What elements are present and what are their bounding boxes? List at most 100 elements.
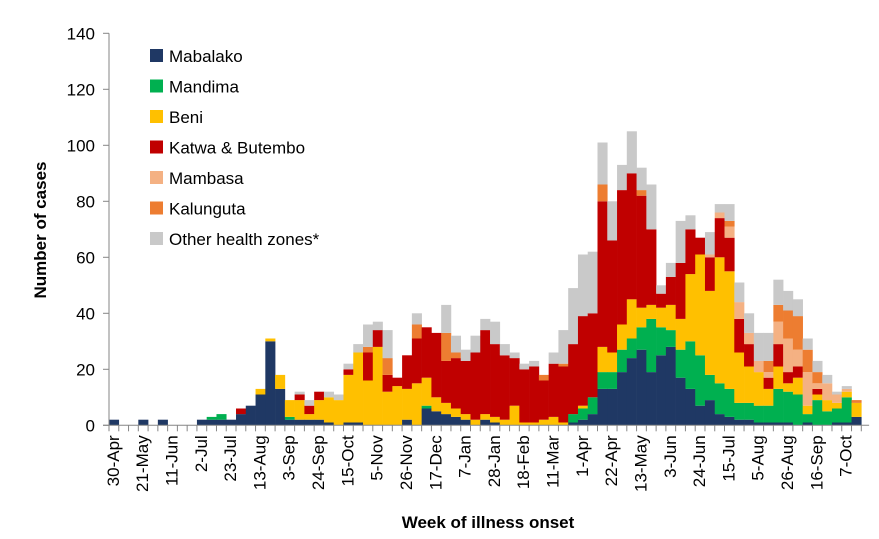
x-tick-label: 22-Apr — [602, 435, 621, 486]
x-tick-label: 3-Sep — [280, 435, 299, 480]
bar-segment-kalunguta-week-70 — [792, 316, 803, 350]
bar-segment-kalunguta-week-28 — [382, 358, 393, 375]
legend-label: Katwa & Butembo — [169, 139, 305, 158]
bar-segment-mandima-week-18 — [284, 416, 295, 420]
bar-segment-beni-week-28 — [382, 391, 393, 426]
bar-segment-katwa-butembo-week-55 — [646, 229, 657, 305]
bar-segment-kalunguta-week-31 — [411, 324, 422, 339]
bar-segment-mabalako-week-20 — [304, 419, 315, 426]
x-tick-label: 5-Aug — [749, 435, 768, 480]
bar-segment-beni-week-55 — [646, 304, 657, 319]
bar-segment-katwa-butembo-week-63 — [724, 237, 735, 272]
bar-segment-mambasa-week-74 — [831, 394, 843, 403]
x-axis-title: Week of illness onset — [402, 513, 575, 532]
legend-label: Other health zones* — [169, 230, 320, 249]
bar-segment-mabalako-week-10 — [206, 419, 217, 426]
bar-segment-mabalako-week-68 — [773, 422, 784, 426]
bar-segment-beni-week-34 — [441, 402, 452, 415]
y-tick-label: 100 — [67, 136, 95, 155]
bar-segment-katwa-butembo-week-68 — [773, 344, 784, 367]
bar-segment-beni-week-70 — [792, 377, 803, 395]
bar-segment-mandima-week-74 — [831, 408, 843, 423]
x-tick-label: 7-Oct — [837, 435, 856, 477]
bar-segment-other-health-zones-week-58 — [675, 220, 686, 263]
bar-segment-beni-week-22 — [323, 397, 335, 423]
bar-segment-beni-week-19 — [294, 400, 305, 420]
bar-segment-other-health-zones-week-71 — [802, 338, 813, 350]
legend-swatch — [150, 49, 163, 62]
bar-segment-katwa-butembo-week-31 — [411, 338, 422, 384]
bar-segment-mabalako-week-39 — [490, 422, 501, 426]
bar-segment-other-health-zones-week-56 — [656, 285, 667, 294]
bar-segment-katwa-butembo-week-42 — [519, 369, 530, 423]
bar-segment-other-health-zones-week-64 — [734, 282, 745, 303]
bar-segment-other-health-zones-week-37 — [470, 335, 481, 353]
bar-segment-beni-week-50 — [597, 346, 608, 373]
bar-segment-katwa-butembo-week-70 — [792, 366, 803, 378]
bar-segment-beni-week-43 — [529, 422, 540, 426]
bar-segment-mabalako-week-22 — [323, 422, 335, 426]
bar-segment-katwa-butembo-week-44 — [538, 380, 549, 420]
bar-segment-beni-week-53 — [626, 299, 637, 339]
y-axis: 0 20 40 60 80 100 120 140 — [67, 24, 110, 435]
bar-segment-beni-week-39 — [490, 416, 501, 423]
bar-segment-beni-week-18 — [284, 400, 295, 417]
bar-segment-katwa-butembo-week-59 — [685, 229, 696, 275]
bar-segment-beni-week-20 — [304, 414, 315, 420]
bar-segment-mambasa-week-65 — [744, 332, 755, 345]
y-tick-label: 120 — [67, 80, 95, 99]
bar-segment-mabalako-week-33 — [431, 411, 442, 426]
bar-segment-kalunguta-week-72 — [812, 372, 823, 384]
bar-segment-mabalako-week-58 — [675, 377, 686, 426]
bar-segment-mambasa-week-62 — [714, 212, 725, 219]
bar-segment-mabalako-week-49 — [587, 414, 598, 426]
bar-segment-mandima-week-56 — [656, 327, 667, 356]
bar-segment-katwa-butembo-week-19 — [294, 394, 305, 401]
bar-segment-mabalako-week-55 — [646, 372, 657, 426]
bar-segment-beni-week-35 — [450, 408, 462, 417]
bar-segment-mabalako-week-62 — [714, 414, 725, 426]
bar-segment-katwa-butembo-week-38 — [480, 330, 491, 415]
bar-segment-mabalako-week-12 — [226, 419, 237, 426]
x-tick-label: 7-Jan — [456, 435, 475, 478]
bar-segment-kalunguta-week-67 — [763, 360, 774, 373]
bar-segment-mabalako-week-48 — [577, 419, 589, 426]
bar-segment-mandima-week-58 — [675, 349, 686, 378]
bar-segment-mandima-week-75 — [841, 397, 852, 423]
bar-segment-mambasa-week-64 — [734, 302, 745, 319]
bar-segment-other-health-zones-week-62 — [714, 204, 725, 213]
bar-segment-other-health-zones-week-36 — [460, 349, 471, 361]
bar-segment-mandima-week-67 — [763, 405, 774, 423]
bar-segment-beni-week-42 — [519, 422, 530, 426]
bar-segment-mandima-week-73 — [822, 411, 833, 426]
bar-segment-mambasa-week-68 — [773, 321, 784, 345]
bar-segment-other-health-zones-week-75 — [841, 386, 852, 389]
bar-segment-other-health-zones-week-40 — [499, 344, 510, 356]
bar-segment-mabalako-week-60 — [695, 405, 706, 426]
bar-segment-other-health-zones-week-26 — [363, 324, 374, 347]
y-tick-label: 40 — [76, 304, 95, 323]
bar-segment-mabalako-week-38 — [480, 419, 491, 426]
x-tick-label: 24-Sep — [309, 435, 328, 490]
bar-segment-mandima-week-70 — [792, 394, 803, 426]
bar-segment-other-health-zones-week-19 — [294, 391, 305, 395]
bar-segment-beni-week-60 — [695, 254, 706, 356]
x-tick-label: 13-May — [632, 435, 651, 492]
x-tick-label: 30-Apr — [104, 435, 123, 486]
bar-segment-mabalako-week-47 — [568, 422, 579, 426]
bar-segment-mabalako-week-71 — [802, 422, 813, 426]
bar-segment-beni-week-56 — [656, 307, 667, 328]
bar-segment-mandima-week-10 — [206, 416, 217, 420]
bar-segment-mambasa-week-67 — [763, 372, 774, 378]
bar-segment-katwa-butembo-week-40 — [499, 355, 510, 420]
bar-segment-katwa-butembo-week-46 — [558, 366, 569, 423]
bar-segment-other-health-zones-week-42 — [519, 363, 530, 370]
bar-segment-katwa-butembo-week-36 — [460, 360, 471, 415]
bar-segment-beni-week-46 — [558, 422, 569, 426]
bar-segment-other-health-zones-week-41 — [509, 352, 520, 359]
bar-segment-mandima-week-59 — [685, 341, 696, 389]
bar-segment-beni-week-58 — [675, 318, 686, 350]
bar-segment-beni-week-16 — [265, 338, 276, 342]
bar-segment-mandima-week-66 — [753, 405, 764, 423]
bar-segment-beni-week-73 — [822, 400, 833, 412]
